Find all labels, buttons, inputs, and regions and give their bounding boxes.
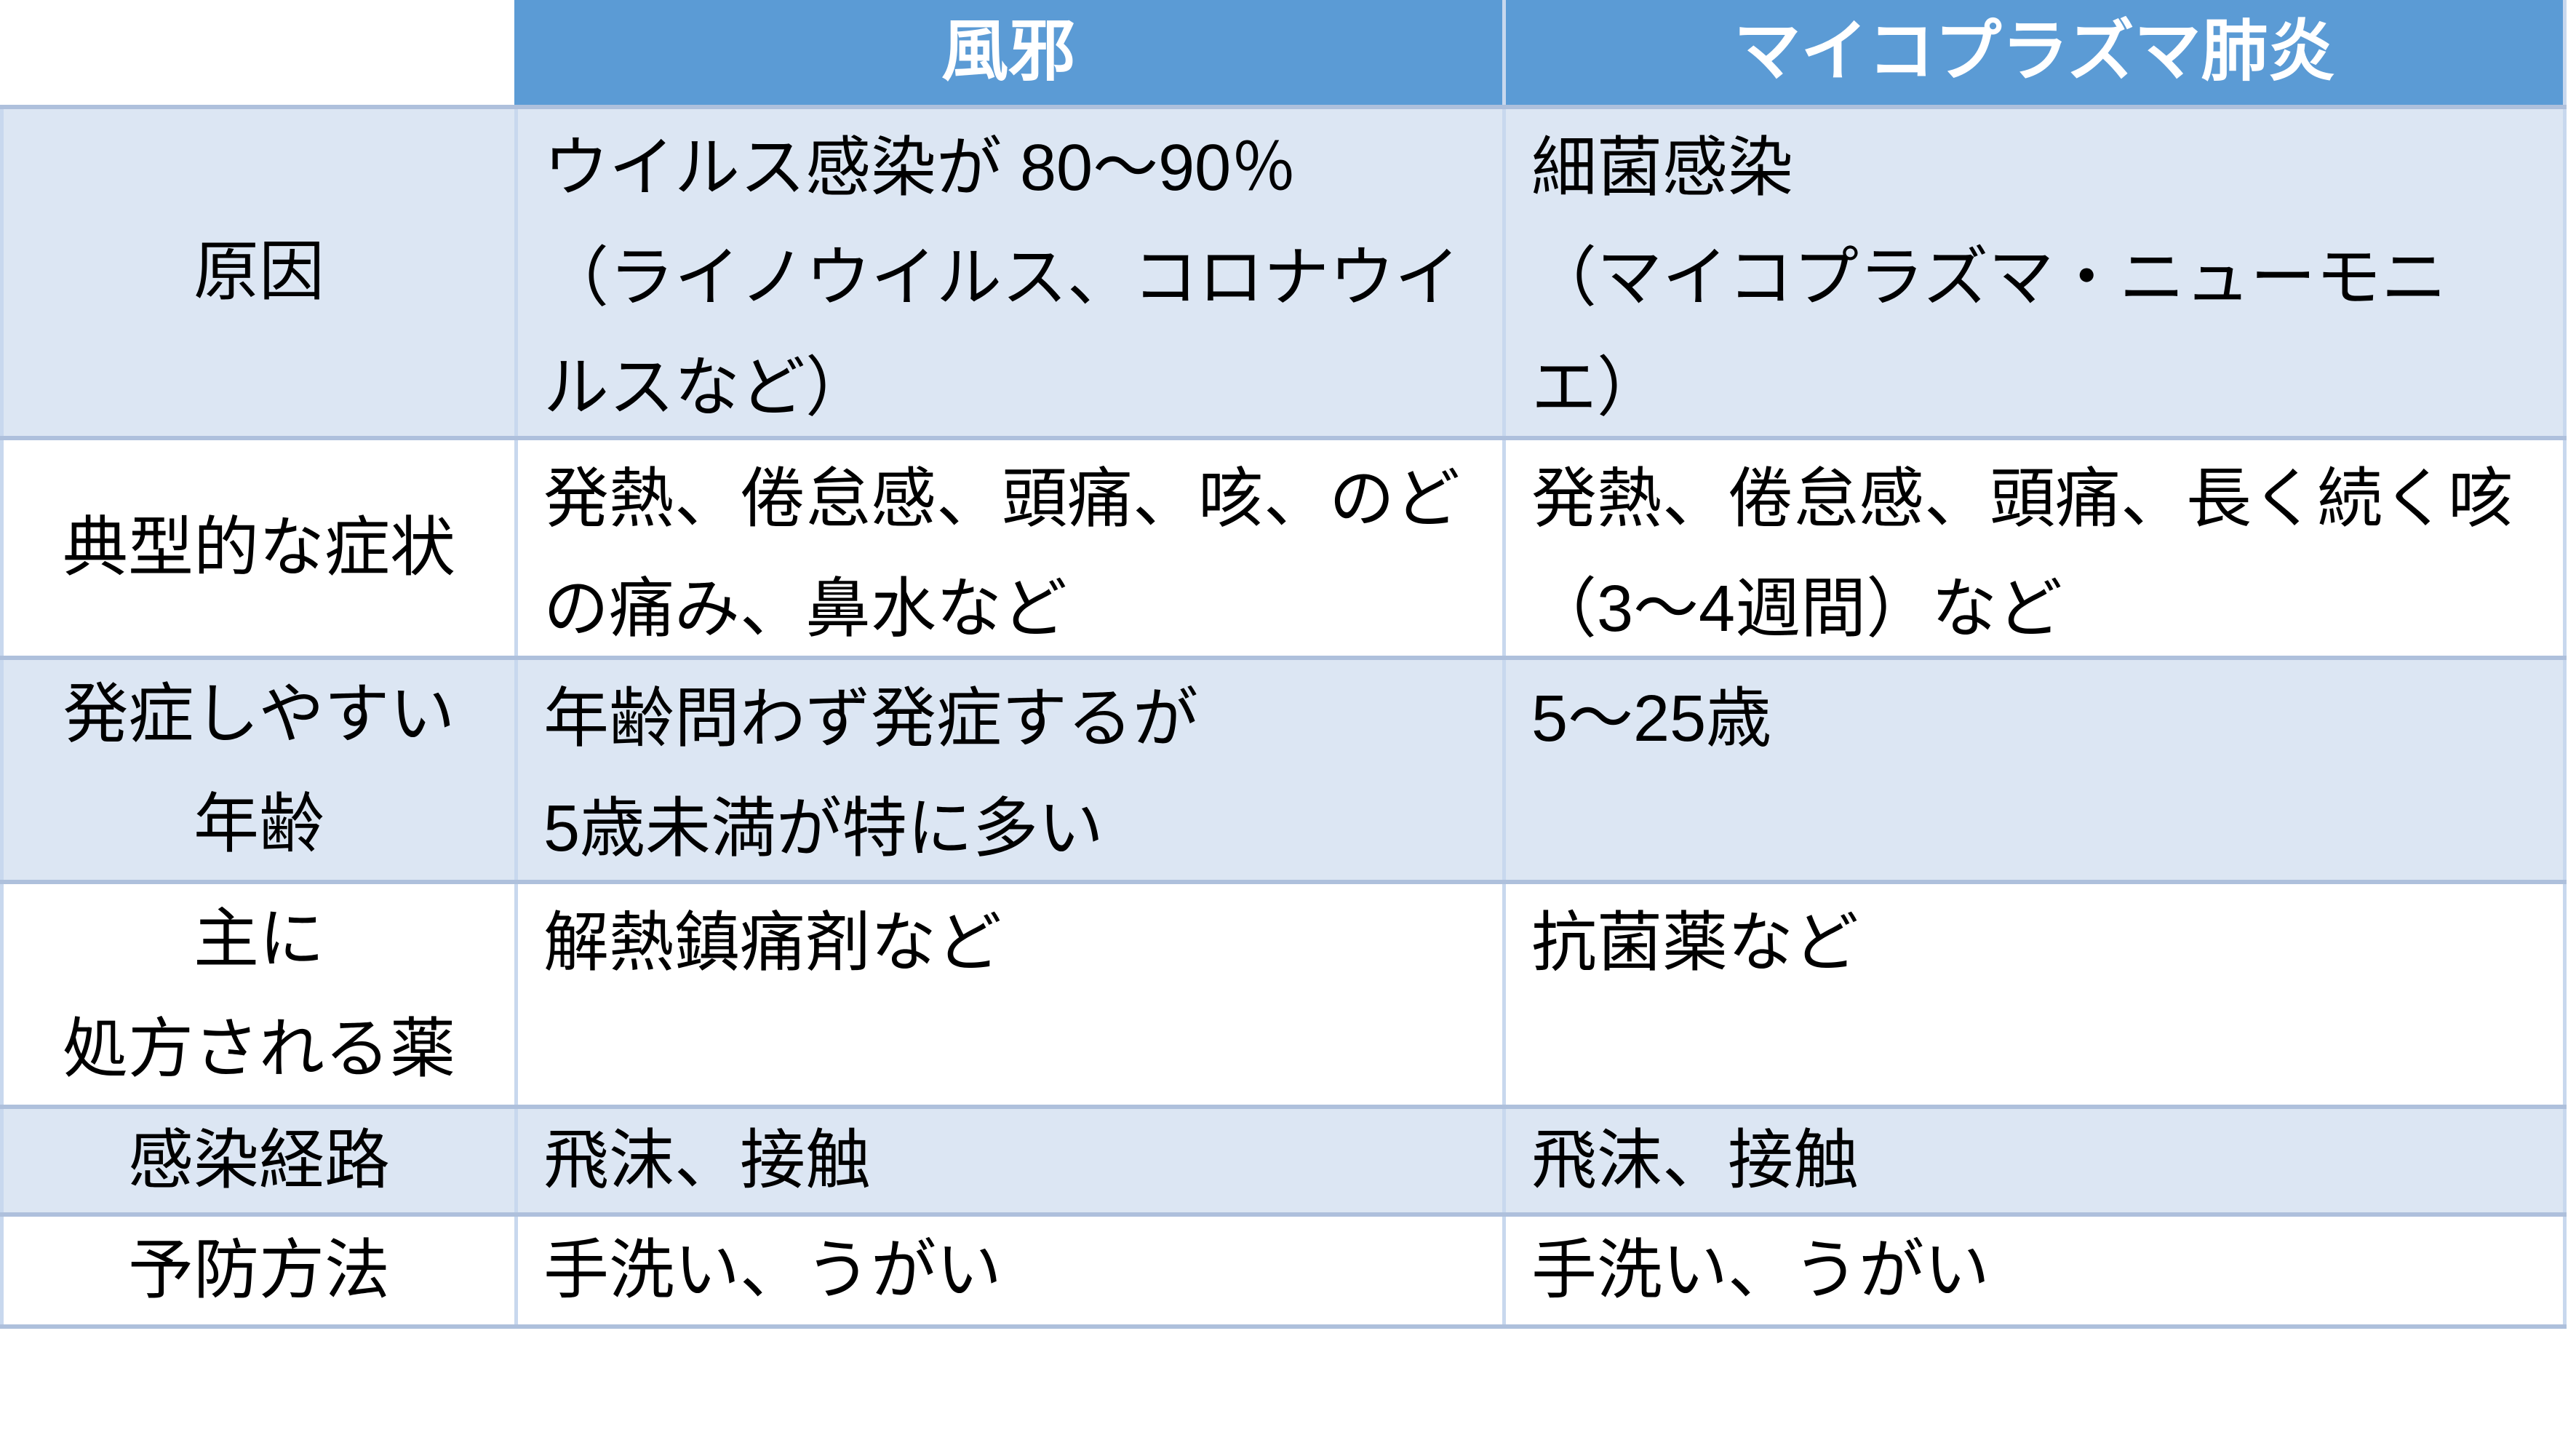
table-row-transmission: 感染経路 飛沫、接触 飛沫、接触 — [0, 1109, 2567, 1217]
comparison-table: 風邪 マイコプラズマ肺炎 原因 ウイルス感染が 80～90％ （ライノウイルス、… — [0, 0, 2567, 1329]
header-cell-kaze: 風邪 — [514, 0, 1502, 105]
row-label-medication: 主に 処方される薬 — [0, 884, 514, 1105]
row-label-symptoms: 典型的な症状 — [0, 440, 514, 656]
prevention-kaze-cell: 手洗い、うがい — [514, 1217, 1502, 1324]
medication-kaze-cell: 解熱鎮痛剤など — [514, 884, 1502, 1105]
cause-mycoplasma-cell: 細菌感染 （マイコプラズマ・ニューモニエ） — [1502, 109, 2567, 436]
symptoms-kaze-cell: 発熱、倦怠感、頭痛、咳、のど の痛み、鼻水など — [514, 440, 1502, 656]
age-mycoplasma-cell: 5～25歳 — [1502, 660, 2567, 880]
transmission-mycoplasma-cell: 飛沫、接触 — [1502, 1109, 2567, 1212]
table-row-medication: 主に 処方される薬 解熱鎮痛剤など 抗菌薬など — [0, 884, 2567, 1109]
transmission-kaze-cell: 飛沫、接触 — [514, 1109, 1502, 1212]
cause-kaze-cell: ウイルス感染が 80～90％ （ライノウイルス、コロナウイ ルスなど） — [514, 109, 1502, 436]
row-label-transmission: 感染経路 — [0, 1109, 514, 1212]
table-header-row: 風邪 マイコプラズマ肺炎 — [0, 0, 2567, 109]
table-row-age: 発症しやすい 年齢 年齢問わず発症するが 5歳未満が特に多い 5～25歳 — [0, 660, 2567, 884]
medication-mycoplasma-cell: 抗菌薬など — [1502, 884, 2567, 1105]
table-row-cause: 原因 ウイルス感染が 80～90％ （ライノウイルス、コロナウイ ルスなど） 細… — [0, 109, 2567, 440]
row-label-prevention: 予防方法 — [0, 1217, 514, 1324]
age-kaze-cell: 年齢問わず発症するが 5歳未満が特に多い — [514, 660, 1502, 880]
symptoms-mycoplasma-cell: 発熱、倦怠感、頭痛、長く続く咳 （3～4週間）など — [1502, 440, 2567, 656]
table-row-symptoms: 典型的な症状 発熱、倦怠感、頭痛、咳、のど の痛み、鼻水など 発熱、倦怠感、頭痛… — [0, 440, 2567, 660]
corner-cell — [0, 0, 514, 105]
row-label-cause: 原因 — [0, 109, 514, 436]
row-label-age: 発症しやすい 年齢 — [0, 660, 514, 880]
table-row-prevention: 予防方法 手洗い、うがい 手洗い、うがい — [0, 1217, 2567, 1329]
header-cell-mycoplasma: マイコプラズマ肺炎 — [1502, 0, 2567, 105]
prevention-mycoplasma-cell: 手洗い、うがい — [1502, 1217, 2567, 1324]
